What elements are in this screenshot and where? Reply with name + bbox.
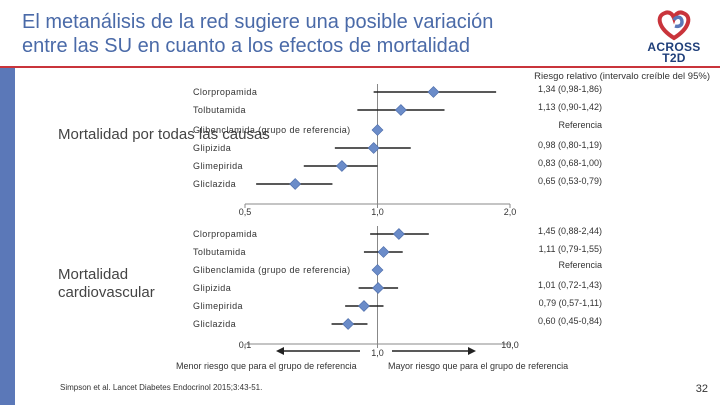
- estimate-marker: [377, 246, 390, 258]
- estimate-label: 0,79 (0,57-1,11): [539, 298, 602, 308]
- citation: Simpson et al. Lancet Diabetes Endocrino…: [60, 383, 263, 392]
- x-tick-label: 0,5: [239, 207, 252, 217]
- higher-risk-arrowhead: [468, 347, 476, 355]
- estimate-marker: [392, 228, 405, 240]
- x-tick-label: 2,0: [504, 207, 517, 217]
- drug-label: Gliclazida: [193, 319, 236, 329]
- across-t2d-logo: ACROSS T2D: [644, 8, 704, 64]
- estimate-marker: [371, 124, 384, 136]
- estimate-label: 1,01 (0,72-1,43): [538, 280, 602, 290]
- section-cv-text: Mortalidad cardiovascular: [58, 266, 155, 301]
- estimate-label: 1,13 (0,90-1,42): [538, 102, 602, 112]
- logo-line2: T2D: [662, 51, 686, 65]
- section-label-all-cause: Mortalidad por todas las causas: [58, 126, 270, 144]
- drug-label: Glipizida: [193, 143, 231, 153]
- x-tick-label: 1,0: [371, 348, 384, 358]
- drug-label: Tolbutamida: [193, 105, 246, 115]
- logo-line1: ACROSS: [647, 40, 701, 54]
- section-label-cv: Mortalidad cardiovascular: [58, 266, 178, 302]
- estimate-marker: [289, 178, 302, 190]
- left-accent-bar: [0, 68, 15, 405]
- estimate-marker: [371, 264, 384, 276]
- estimate-label: Referencia: [558, 260, 602, 270]
- rr-header: Riesgo relativo (intervalo creíble del 9…: [534, 71, 710, 82]
- x-tick-label: 10,0: [501, 340, 519, 350]
- heart-logo-icon: [657, 10, 691, 41]
- estimate-marker: [394, 104, 407, 116]
- drug-label: Glipizida: [193, 283, 231, 293]
- slide-title: El metanálisis de la red sugiere una pos…: [22, 11, 494, 57]
- drug-label: Glibenclamida (grupo de referencia): [193, 265, 351, 275]
- drug-label: Glibenclamida (grupo de referencia): [193, 125, 351, 135]
- drug-label: Tolbutamida: [193, 247, 246, 257]
- header-divider: [0, 66, 720, 68]
- x-tick-label: 0,1: [239, 340, 252, 350]
- estimate-marker: [358, 300, 370, 312]
- estimate-label: 1,34 (0,98-1,86): [538, 84, 602, 94]
- logo-text: ACROSS T2D: [644, 40, 704, 65]
- lower-risk-arrowhead: [276, 347, 284, 355]
- estimate-label: Referencia: [558, 120, 602, 130]
- estimate-marker: [335, 160, 348, 172]
- estimate-label: 0,60 (0,45-0,84): [538, 316, 602, 326]
- higher-risk-label: Mayor riesgo que para el grupo de refere…: [388, 361, 569, 371]
- x-tick-label: 1,0: [371, 207, 384, 217]
- estimate-label: 0,65 (0,53-0,79): [538, 176, 602, 186]
- drug-label: Gliclazida: [193, 179, 236, 189]
- lower-risk-label: Menor riesgo que para el grupo de refere…: [176, 361, 357, 371]
- section-all-cause-text: Mortalidad por todas las causas: [58, 126, 270, 143]
- estimate-marker: [367, 142, 380, 154]
- estimate-marker: [427, 86, 440, 98]
- drug-label: Clorpropamida: [193, 87, 257, 97]
- estimate-label: 0,83 (0,68-1,00): [538, 158, 602, 168]
- drug-label: Glimepirida: [193, 161, 243, 171]
- drug-label: Glimepirida: [193, 301, 243, 311]
- estimate-marker: [372, 282, 384, 294]
- page-number: 32: [695, 383, 708, 395]
- estimate-label: 0,98 (0,80-1,19): [538, 140, 602, 150]
- drug-label: Clorpropamida: [193, 229, 257, 239]
- estimate-marker: [342, 318, 355, 330]
- estimate-label: 1,11 (0,79-1,55): [539, 244, 602, 254]
- estimate-label: 1,45 (0,88-2,44): [538, 226, 602, 236]
